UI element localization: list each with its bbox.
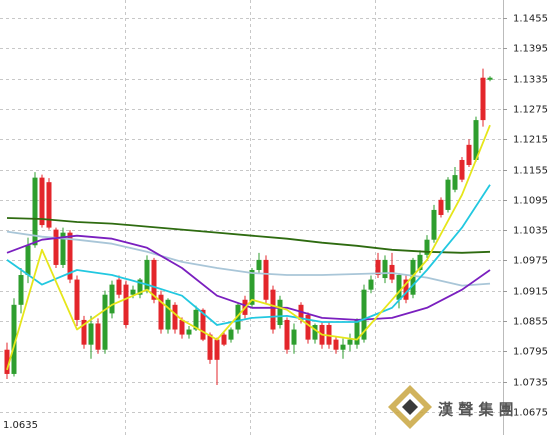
- ma-line: [6, 217, 491, 254]
- y-tick-label: 1.1395: [513, 44, 548, 55]
- candle-body: [130, 289, 136, 295]
- candle-body: [137, 279, 143, 295]
- y-tick-label: 1.1455: [513, 14, 548, 25]
- candle-body: [46, 182, 52, 228]
- candle-body: [151, 259, 157, 300]
- candle-body: [270, 289, 276, 330]
- ma-line: [6, 184, 491, 326]
- candle-body: [53, 229, 59, 265]
- candle-body: [32, 177, 38, 246]
- candle-body: [193, 309, 199, 330]
- candle-body: [207, 334, 213, 360]
- candle-body: [431, 209, 437, 240]
- candle-body: [487, 77, 493, 80]
- candle-body: [186, 329, 192, 335]
- candle-body: [256, 259, 262, 270]
- y-tick-label: 1.1215: [513, 135, 548, 146]
- logo: [388, 385, 432, 429]
- candle-body: [333, 339, 339, 350]
- candle-body: [452, 175, 458, 190]
- ma-line: [6, 124, 491, 371]
- ma-line: [6, 234, 491, 321]
- y-tick-label: 1.1095: [513, 196, 548, 207]
- candle-body: [375, 259, 381, 276]
- candle-body: [417, 254, 423, 270]
- candle-body: [221, 334, 227, 345]
- candle-body: [11, 304, 17, 374]
- y-tick-label: 1.1275: [513, 105, 548, 116]
- candle-body: [410, 259, 416, 295]
- candle-body: [74, 279, 80, 320]
- candle-body: [368, 279, 374, 290]
- candle-body: [312, 324, 318, 340]
- candle-body: [165, 299, 171, 330]
- candle-body: [123, 284, 129, 325]
- candle-body: [459, 159, 465, 180]
- candle-body: [158, 294, 164, 330]
- candle-body: [116, 279, 122, 295]
- logo-icon: [402, 399, 418, 415]
- candle-body: [214, 339, 220, 360]
- y-tick-label: 1.0675: [513, 408, 548, 419]
- candle-body: [179, 319, 185, 335]
- watermark: 漢 聲 集 團: [438, 401, 514, 419]
- y-tick-label: 1.0975: [513, 256, 548, 267]
- y-tick-label: 1.0855: [513, 317, 548, 328]
- y-tick-label: 1.1335: [513, 75, 548, 86]
- y-tick-label: 1.1155: [513, 166, 548, 177]
- candle-body: [228, 329, 234, 340]
- y-tick-label: 1.1035: [513, 226, 548, 237]
- candle-body: [172, 304, 178, 330]
- candle-body: [347, 339, 353, 345]
- candle-body: [466, 144, 472, 166]
- candle-body: [39, 177, 45, 226]
- candle-body: [4, 349, 10, 374]
- candle-body: [263, 259, 269, 300]
- candle-body: [438, 199, 444, 215]
- candle-body: [109, 284, 115, 314]
- candle-body: [480, 77, 486, 121]
- candle-body: [445, 179, 451, 210]
- candle-body: [403, 279, 409, 300]
- candle-body: [354, 319, 360, 345]
- candle-body: [249, 269, 255, 305]
- ma-line: [6, 230, 491, 287]
- candle-body: [67, 232, 73, 280]
- candle-body: [144, 259, 150, 290]
- y-tick-label: 1.0795: [513, 347, 548, 358]
- candle-body: [81, 319, 87, 345]
- candle-body: [291, 329, 297, 345]
- candle-body: [396, 275, 402, 300]
- y-tick-label: 1.0915: [513, 287, 548, 298]
- candle-body: [382, 259, 388, 279]
- candle-body: [18, 275, 24, 305]
- candle-body: [95, 323, 101, 350]
- candle-body: [235, 304, 241, 330]
- candle-body: [277, 299, 283, 325]
- candle-body: [473, 120, 479, 160]
- candle-body: [88, 323, 94, 345]
- candle-body: [60, 232, 66, 265]
- candle-body: [284, 319, 290, 350]
- candle-body: [361, 289, 367, 340]
- candle-body: [424, 239, 430, 255]
- annotation: 1.0635: [3, 420, 38, 431]
- candle-body: [102, 294, 108, 350]
- y-tick-label: 1.0735: [513, 378, 548, 389]
- candle-body: [305, 314, 311, 340]
- candle-body: [200, 309, 206, 340]
- candle-body: [340, 344, 346, 350]
- candle-body: [25, 245, 31, 276]
